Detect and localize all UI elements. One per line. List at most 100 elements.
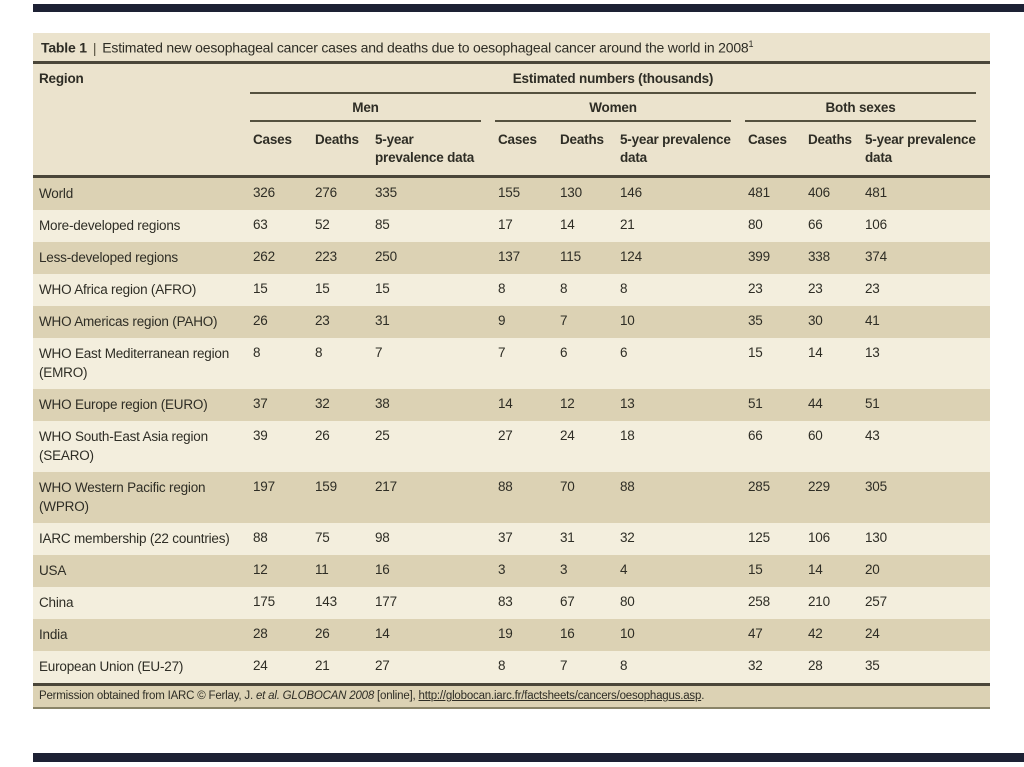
value-cell: 229 <box>808 479 830 495</box>
column-header-women-deaths: Deaths <box>560 131 604 147</box>
permission-period: . <box>701 690 705 703</box>
value-cell: 31 <box>560 530 575 546</box>
value-cell: 6 <box>620 345 628 361</box>
value-cell: 3 <box>498 562 506 578</box>
value-cell: 124 <box>620 249 642 265</box>
region-cell: WHO East Mediterranean region (EMRO) <box>39 346 230 381</box>
value-cell: 32 <box>315 396 330 412</box>
value-cell: 210 <box>808 594 830 610</box>
value-cell: 88 <box>253 530 268 546</box>
table-row: USA 12 11 16 3 3 4 15 14 20 <box>33 555 990 588</box>
permission-citation-italic: et al. GLOBOCAN 2008 <box>255 690 375 703</box>
estimated-numbers-header: Estimated numbers (thousands) <box>250 71 976 94</box>
value-cell: 8 <box>253 345 261 361</box>
value-cell: 155 <box>498 185 520 201</box>
value-cell: 39 <box>253 428 268 444</box>
value-cell: 26 <box>315 428 330 444</box>
value-cell: 3 <box>560 562 568 578</box>
value-cell: 4 <box>620 562 628 578</box>
value-cell: 26 <box>253 313 268 329</box>
table-row: World 326 276 335 155 130 146 481 406 481 <box>33 178 990 211</box>
bottom-border-bar <box>33 753 1024 762</box>
value-cell: 25 <box>375 428 390 444</box>
value-cell: 12 <box>560 396 575 412</box>
column-header-women-cases: Cases <box>498 131 537 147</box>
value-cell: 175 <box>253 594 275 610</box>
value-cell: 250 <box>375 249 397 265</box>
value-cell: 24 <box>253 658 268 674</box>
value-cell: 338 <box>808 249 830 265</box>
value-cell: 24 <box>865 626 880 642</box>
value-cell: 15 <box>253 281 268 297</box>
column-header-both-deaths: Deaths <box>808 131 852 147</box>
value-cell: 23 <box>808 281 823 297</box>
value-cell: 23 <box>865 281 880 297</box>
value-cell: 63 <box>253 217 268 233</box>
table-row: India 28 26 14 19 16 10 47 42 24 <box>33 619 990 652</box>
value-cell: 16 <box>375 562 390 578</box>
value-cell: 258 <box>748 594 770 610</box>
value-cell: 66 <box>808 217 823 233</box>
value-cell: 217 <box>375 479 397 495</box>
region-column-header: Region <box>39 70 84 86</box>
value-cell: 276 <box>315 185 337 201</box>
value-cell: 47 <box>748 626 763 642</box>
value-cell: 75 <box>315 530 330 546</box>
value-cell: 9 <box>498 313 506 329</box>
value-cell: 399 <box>748 249 770 265</box>
value-cell: 14 <box>808 345 823 361</box>
value-cell: 14 <box>560 217 575 233</box>
value-cell: 41 <box>865 313 880 329</box>
value-cell: 12 <box>253 562 268 578</box>
value-cell: 21 <box>620 217 635 233</box>
value-cell: 285 <box>748 479 770 495</box>
column-header-spacer <box>33 131 250 167</box>
value-cell: 130 <box>865 530 887 546</box>
region-cell: Less-developed regions <box>39 250 178 266</box>
value-cell: 15 <box>375 281 390 297</box>
value-cell: 326 <box>253 185 275 201</box>
value-cell: 481 <box>748 185 770 201</box>
value-cell: 115 <box>560 249 581 265</box>
value-cell: 83 <box>498 594 513 610</box>
region-cell: China <box>39 595 74 611</box>
value-cell: 44 <box>808 396 823 412</box>
table-title: Table 1 | Estimated new oesophageal cancer… <box>33 33 990 64</box>
value-cell: 143 <box>315 594 337 610</box>
value-cell: 197 <box>253 479 275 495</box>
column-header-men-deaths: Deaths <box>315 131 359 147</box>
value-cell: 15 <box>748 345 763 361</box>
region-cell: WHO Europe region (EURO) <box>39 397 208 413</box>
column-header-both-prevalence: 5-year prevalence data <box>865 131 976 165</box>
table-row: WHO Western Pacific region (WPRO) 197 159 2… <box>33 472 990 524</box>
value-cell: 23 <box>315 313 330 329</box>
group-header-both-sexes: Both sexes <box>745 100 976 122</box>
region-cell: European Union (EU-27) <box>39 659 184 675</box>
value-cell: 88 <box>620 479 635 495</box>
value-cell: 130 <box>560 185 582 201</box>
group-header-women: Women <box>495 100 731 122</box>
value-cell: 8 <box>620 658 628 674</box>
region-cell: WHO South-East Asia region (SEARO) <box>39 429 208 464</box>
value-cell: 32 <box>620 530 635 546</box>
value-cell: 10 <box>620 313 635 329</box>
source-link[interactable]: http://globocan.iarc.fr/factsheets/cance… <box>418 690 702 703</box>
value-cell: 32 <box>748 658 763 674</box>
region-cell: WHO Western Pacific region (WPRO) <box>39 480 206 515</box>
table-row: WHO Europe region (EURO) 37 32 38 14 12 13 51 44… <box>33 389 990 422</box>
value-cell: 14 <box>375 626 390 642</box>
value-cell: 106 <box>808 530 830 546</box>
region-cell: IARC membership (22 countries) <box>39 531 230 547</box>
top-border-bar <box>33 4 1024 12</box>
region-cell: USA <box>39 563 67 579</box>
region-cell: India <box>39 627 68 643</box>
permission-note: Permission obtained from IARC © Ferlay, … <box>33 683 990 710</box>
value-cell: 11 <box>315 562 329 578</box>
value-cell: 88 <box>498 479 513 495</box>
value-cell: 159 <box>315 479 337 495</box>
value-cell: 8 <box>620 281 628 297</box>
group-header-men: Men <box>250 100 481 122</box>
region-cell: World <box>39 186 74 202</box>
value-cell: 146 <box>620 185 642 201</box>
value-cell: 374 <box>865 249 887 265</box>
